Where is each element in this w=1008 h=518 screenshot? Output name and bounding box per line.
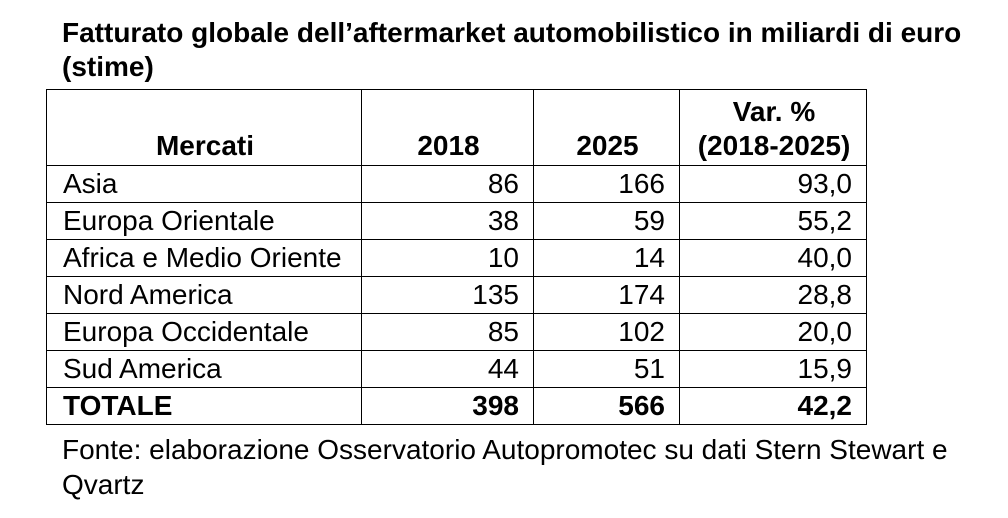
table-row: Asia 86 166 93,0 bbox=[46, 165, 867, 203]
value-2018-cell: 44 bbox=[361, 350, 534, 388]
value-2025-cell: 102 bbox=[533, 313, 680, 351]
table-row: Europa Orientale 38 59 55,2 bbox=[46, 202, 867, 240]
market-cell: Asia bbox=[46, 165, 362, 203]
variation-cell: 15,9 bbox=[679, 350, 867, 388]
table-row: Nord America 135 174 28,8 bbox=[46, 276, 867, 314]
source-note: Fonte: elaborazione Osservatorio Autopro… bbox=[62, 434, 948, 500]
market-revenue-table: Mercati 2018 2025 Var. % (2018-2025) Asia… bbox=[46, 89, 867, 425]
variation-cell: 93,0 bbox=[679, 165, 867, 203]
header-variation-line1: Var. % bbox=[732, 96, 816, 127]
value-2018-cell: 85 bbox=[361, 313, 534, 351]
total-variation-cell: 42,2 bbox=[679, 387, 867, 425]
value-2025-cell: 14 bbox=[533, 239, 680, 277]
header-row: Mercati 2018 2025 Var. % (2018-2025) bbox=[46, 89, 867, 166]
value-2025-cell: 166 bbox=[533, 165, 680, 203]
value-2018-cell: 10 bbox=[361, 239, 534, 277]
total-label-cell: TOTALE bbox=[46, 387, 362, 425]
table-row: Africa e Medio Oriente 10 14 40,0 bbox=[46, 239, 867, 277]
value-2025-cell: 51 bbox=[533, 350, 680, 388]
table-row: Europa Occidentale 85 102 20,0 bbox=[46, 313, 867, 351]
header-2018: 2018 bbox=[361, 89, 534, 166]
header-variation-line2: (2018-2025) bbox=[697, 130, 851, 161]
variation-cell: 40,0 bbox=[679, 239, 867, 277]
value-2025-cell: 174 bbox=[533, 276, 680, 314]
value-2018-cell: 135 bbox=[361, 276, 534, 314]
total-2018-cell: 398 bbox=[361, 387, 534, 425]
market-cell: Africa e Medio Oriente bbox=[46, 239, 362, 277]
header-markets: Mercati bbox=[46, 89, 362, 166]
market-cell: Europa Orientale bbox=[46, 202, 362, 240]
variation-cell: 20,0 bbox=[679, 313, 867, 351]
table-title: Fatturato globale dell’aftermarket autom… bbox=[62, 17, 962, 82]
table-row: Sud America 44 51 15,9 bbox=[46, 350, 867, 388]
value-2018-cell: 38 bbox=[361, 202, 534, 240]
market-cell: Sud America bbox=[46, 350, 362, 388]
variation-cell: 55,2 bbox=[679, 202, 867, 240]
header-2025: 2025 bbox=[533, 89, 680, 166]
market-cell: Europa Occidentale bbox=[46, 313, 362, 351]
total-2025-cell: 566 bbox=[533, 387, 680, 425]
header-variation: Var. % (2018-2025) bbox=[679, 89, 867, 166]
value-2018-cell: 86 bbox=[361, 165, 534, 203]
market-cell: Nord America bbox=[46, 276, 362, 314]
value-2025-cell: 59 bbox=[533, 202, 680, 240]
variation-cell: 28,8 bbox=[679, 276, 867, 314]
total-row: TOTALE 398 566 42,2 bbox=[46, 387, 867, 425]
